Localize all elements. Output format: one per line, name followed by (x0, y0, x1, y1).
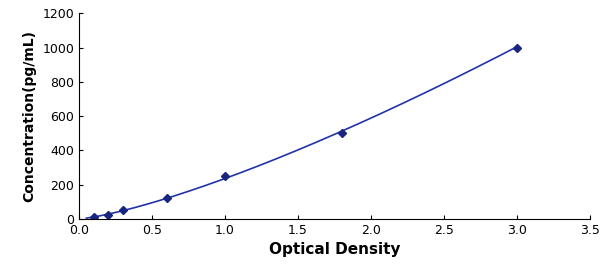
Y-axis label: Concentration(pg/mL): Concentration(pg/mL) (22, 30, 36, 202)
X-axis label: Optical Density: Optical Density (269, 242, 400, 257)
